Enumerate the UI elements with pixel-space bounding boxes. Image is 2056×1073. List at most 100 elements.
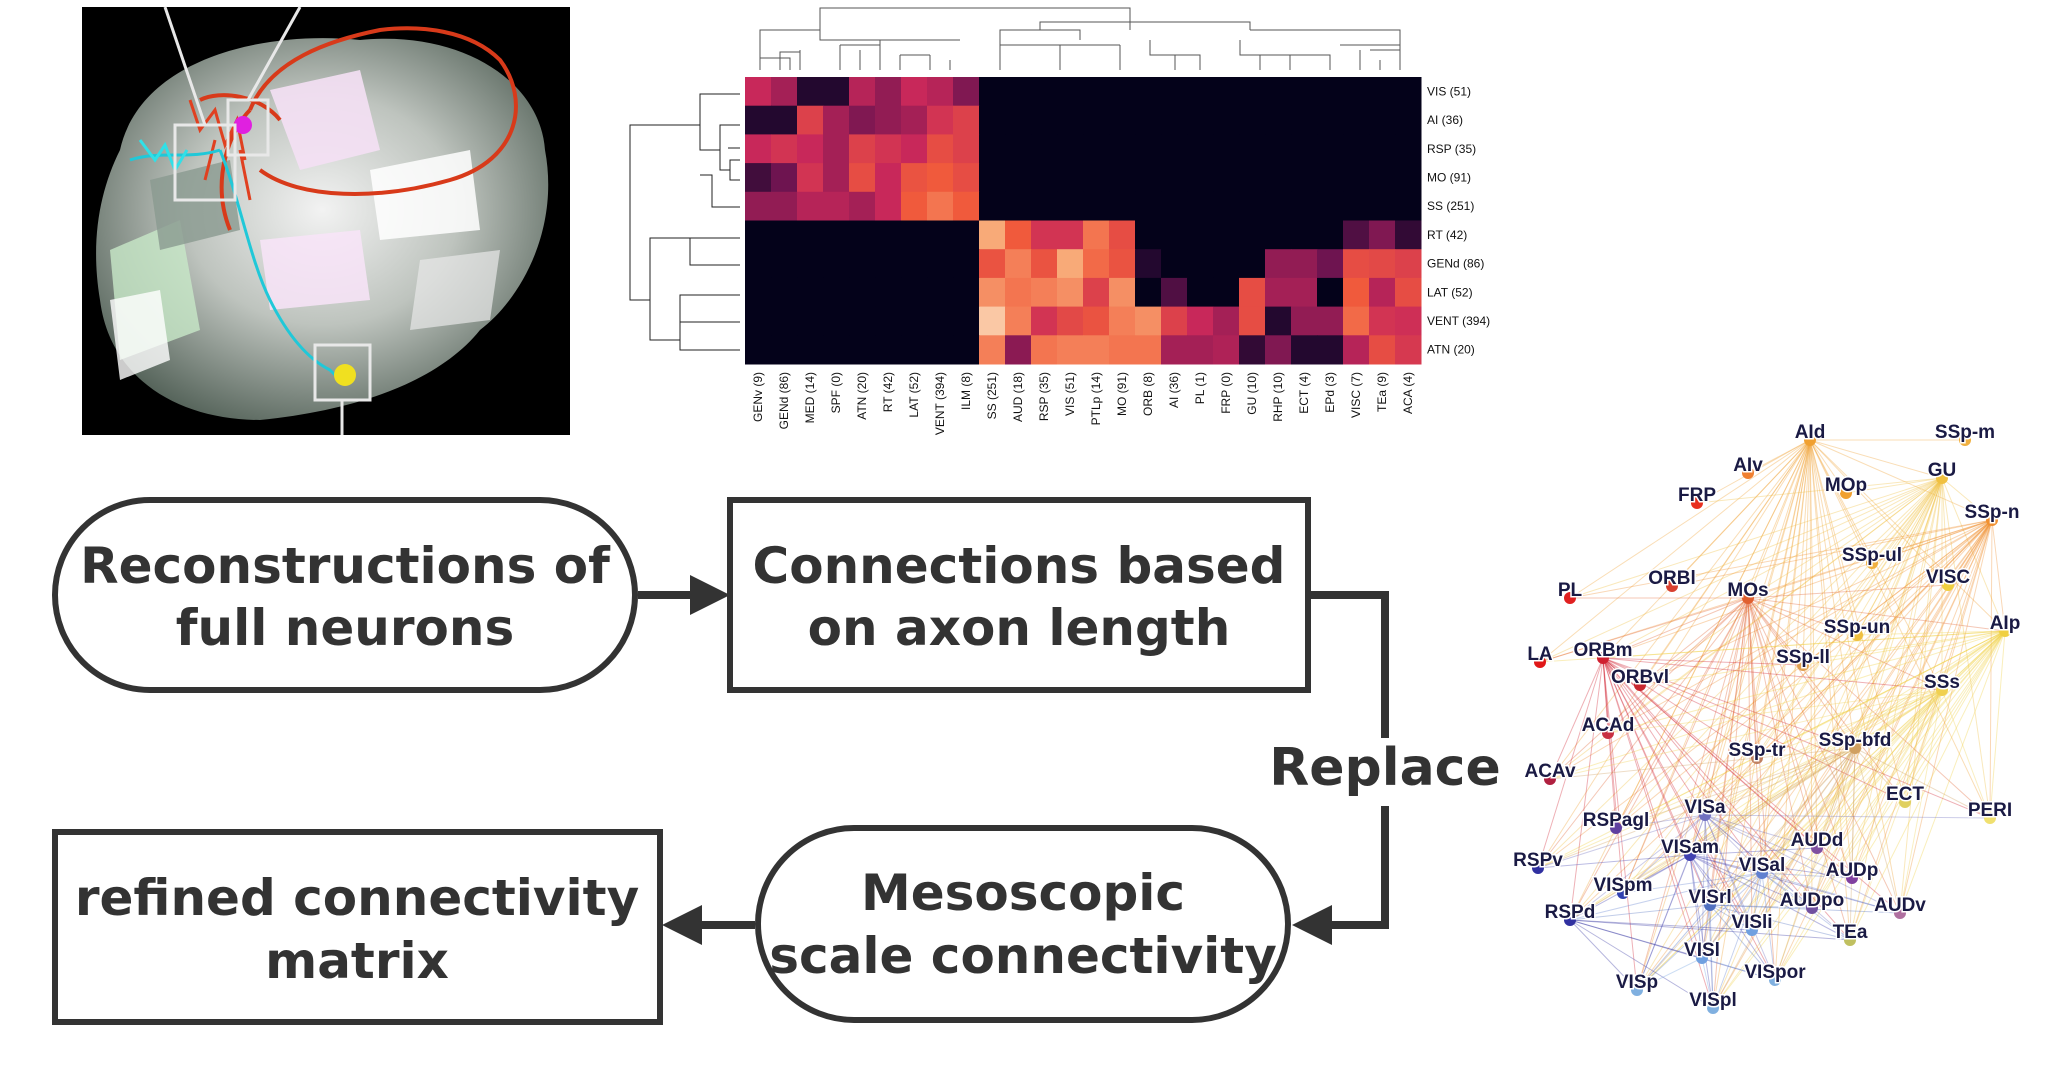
network-edge	[1709, 904, 1901, 914]
heatmap-cell	[823, 335, 850, 365]
network-edge	[1747, 597, 1818, 849]
heatmap-cell	[1343, 306, 1370, 336]
heatmap-col-label: VISC (7)	[1349, 372, 1363, 418]
heatmap-cell	[849, 306, 876, 336]
heatmap-cell	[771, 134, 798, 164]
heatmap-cell	[771, 191, 798, 221]
network-edge	[1671, 477, 1943, 587]
heatmap-col-label: ACA (4)	[1401, 372, 1415, 414]
network-edge	[1636, 957, 1703, 991]
heatmap-cell	[1213, 77, 1240, 107]
heatmap-cell	[771, 163, 798, 193]
network-node	[1936, 684, 1948, 696]
network-edge	[1854, 519, 1993, 749]
network-node	[1634, 679, 1646, 691]
network-edge	[1701, 957, 1714, 1009]
heatmap-cell	[1161, 249, 1188, 279]
step-refined-line1: refined connectivity	[75, 869, 639, 927]
network-edge	[1537, 854, 1691, 869]
column-dendrogram	[759, 7, 1401, 70]
network-edge	[1569, 872, 1763, 921]
network-edge	[1615, 630, 2006, 829]
heatmap-cell	[745, 277, 772, 308]
network-edge	[1602, 657, 1703, 959]
network-edge	[1899, 689, 1943, 914]
network-edge	[1636, 689, 1943, 991]
heatmap-cell	[953, 134, 980, 164]
heatmap-cell	[901, 335, 928, 365]
network-node-label: FRP	[1678, 485, 1716, 506]
network-edge	[1709, 904, 1753, 931]
heatmap-cell	[1057, 134, 1084, 164]
network-edge	[1636, 854, 1691, 991]
heatmap-cell	[1291, 134, 1318, 164]
heatmap-cell	[797, 105, 824, 135]
network-edge	[1709, 872, 1763, 906]
network-edge	[1607, 630, 2006, 734]
heatmap-col-label: AUD (18)	[1011, 372, 1025, 422]
heatmap-cell	[875, 134, 902, 164]
heatmap-cell	[1369, 105, 1396, 135]
network-edge	[1569, 439, 1811, 921]
network-node-label: PERI	[1968, 800, 2012, 821]
network-edge	[1602, 657, 1624, 894]
heatmap-cell	[927, 220, 954, 250]
heatmap-cell	[823, 249, 850, 279]
network-edge	[1854, 689, 1943, 749]
heatmap-col-label: VIS (51)	[1063, 372, 1077, 416]
network-edge	[1809, 439, 1991, 819]
heatmap-cell	[1161, 163, 1188, 193]
network-edge	[1704, 814, 1818, 849]
heatmap-cell	[823, 105, 850, 135]
heatmap-cell	[1317, 277, 1344, 308]
heatmap-cell	[797, 306, 824, 336]
heatmap-cell	[1265, 163, 1292, 193]
network-edge	[1615, 597, 1749, 829]
network-node-label: AIp	[1990, 613, 2021, 634]
heatmap-cell	[1291, 105, 1318, 135]
network-edge	[1871, 519, 1993, 564]
heatmap-cell	[875, 105, 902, 135]
network-node-label: MOs	[1727, 580, 1768, 601]
heatmap-cell	[1083, 105, 1110, 135]
network-edge	[1947, 519, 1993, 586]
network-edge	[1854, 747, 1906, 803]
heatmap-cell	[1057, 220, 1084, 250]
network-edge	[1747, 597, 1804, 666]
network-edge	[1569, 814, 1706, 921]
network-node	[1597, 652, 1609, 664]
network-edge	[1774, 630, 2006, 981]
network-edge	[1622, 439, 1811, 894]
network-node-label: VISrl	[1688, 887, 1731, 908]
network-node	[1942, 579, 1954, 591]
network-edge	[1636, 904, 1711, 991]
heatmap-col-label: RSP (35)	[1037, 372, 1051, 421]
heatmap-cell	[823, 220, 850, 250]
network-node	[1851, 629, 1863, 641]
network-node	[1846, 872, 1858, 884]
network-edge	[1549, 657, 1604, 780]
network-edge	[1809, 439, 1993, 521]
heatmap-cell	[1083, 191, 1110, 221]
network-edge	[1636, 439, 1811, 991]
heatmap-cell	[927, 134, 954, 164]
network-edge	[1809, 439, 1943, 479]
heatmap-cell	[1187, 134, 1214, 164]
heatmap-cell	[1369, 134, 1396, 164]
heatmap-cell	[771, 335, 798, 365]
network-edge	[1747, 597, 1763, 874]
heatmap-cell	[1369, 277, 1396, 308]
network-edge	[1689, 854, 1711, 906]
heatmap-cell	[875, 191, 902, 221]
heatmap-cell	[745, 77, 772, 107]
heatmap-cell	[1109, 191, 1136, 221]
network-edge	[1712, 630, 2006, 1009]
network-edge	[1569, 854, 1691, 921]
step-connections-line2: on axon length	[808, 599, 1231, 657]
network-edge	[1537, 657, 1604, 869]
heatmap-cell	[1057, 335, 1084, 365]
heatmap-row-label: RSP (35)	[1427, 142, 1476, 156]
heatmap-cell	[1031, 249, 1058, 279]
heatmap-cell	[1109, 163, 1136, 193]
network-edge	[1747, 439, 1811, 474]
